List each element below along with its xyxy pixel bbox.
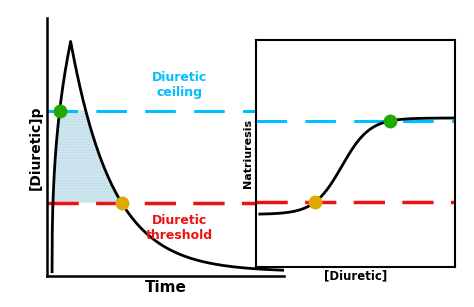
X-axis label: Time: Time — [145, 281, 187, 295]
Text: Diuretic
threshold: Diuretic threshold — [146, 214, 213, 242]
Text: Diuretic
ceiling: Diuretic ceiling — [152, 71, 208, 99]
Y-axis label: [Diuretic]p: [Diuretic]p — [29, 105, 43, 190]
Y-axis label: Natriuresis: Natriuresis — [243, 119, 253, 188]
X-axis label: [Diuretic]: [Diuretic] — [324, 270, 387, 283]
